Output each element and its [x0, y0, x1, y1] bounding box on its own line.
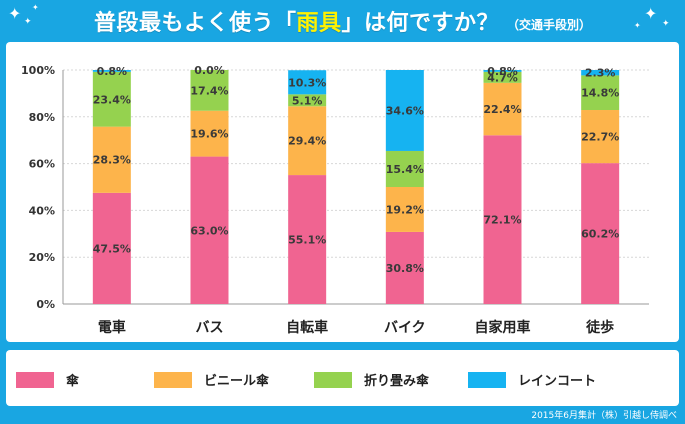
data-label: 15.4%: [386, 163, 424, 176]
chart-title: 普段最もよく使う「雨具」は何ですか？ （交通手段別）: [0, 0, 685, 42]
bar-segment: [190, 70, 229, 111]
legend-item-umbrella: 傘: [16, 370, 79, 389]
bar-segment: [385, 187, 424, 232]
data-label: 0.8%: [97, 65, 128, 78]
x-category-label: 自転車: [286, 319, 328, 336]
x-category-label: 電車: [98, 319, 126, 336]
bar-segment: [288, 94, 327, 107]
legend-swatch-umbrella: [16, 371, 54, 388]
y-tick-label: 80%: [29, 111, 55, 124]
x-category-label: バス: [196, 320, 224, 336]
bar-segment: [385, 70, 424, 151]
y-tick-label: 100%: [21, 64, 55, 77]
bar-segment: [581, 75, 620, 111]
sparkle-icon: ✦: [8, 4, 22, 23]
data-label: 19.2%: [386, 203, 424, 216]
chart-subtitle: （交通手段別）: [507, 17, 592, 32]
legend-item-vinyl-umbrella: ビニール傘: [154, 370, 269, 389]
title-keyword: 雨具: [296, 11, 342, 36]
legend-swatch-vinyl-umbrella: [154, 371, 192, 388]
legend-label-vinyl-umbrella: ビニール傘: [204, 374, 270, 389]
data-label: 47.5%: [93, 242, 131, 255]
title-bracket-close: 」: [341, 11, 365, 36]
bar-segment: [288, 106, 327, 176]
legend: 傘 ビニール傘 折り畳み傘 レインコート: [6, 350, 679, 406]
bar-segment: [288, 175, 327, 304]
x-category-label: 徒歩: [585, 319, 614, 336]
chart-panel: 0% 20% 40% 60% 80% 100% 47.5% 28.3% 23.4% 0.8% 電車 6…: [6, 42, 679, 342]
x-category-label: バイク: [384, 320, 426, 336]
y-tick-label: 20%: [29, 251, 55, 264]
data-label: 60.2%: [581, 228, 619, 241]
data-label: 19.6%: [190, 128, 228, 141]
bar-segment: [483, 135, 522, 304]
bar-segment: [190, 156, 229, 304]
data-label: 10.3%: [288, 76, 326, 89]
sparkle-icon: ✦: [32, 3, 39, 12]
title-prefix: 普段最もよく使う: [93, 11, 274, 36]
legend-label-raincoat: レインコート: [518, 374, 597, 389]
title-bracket-open: 「: [273, 11, 297, 36]
sparkle-icon: ✦: [634, 21, 641, 30]
data-label: 34.6%: [386, 104, 424, 117]
bar-segment: [190, 110, 229, 157]
data-label: 22.7%: [581, 131, 619, 144]
data-label: 0.8%: [487, 65, 518, 78]
y-tick-label: 40%: [29, 204, 55, 217]
sparkle-icon: ✦: [644, 4, 658, 23]
data-label: 72.1%: [483, 214, 521, 227]
data-label: 23.4%: [93, 93, 131, 106]
bar-segment: [581, 163, 620, 304]
bar-segment: [483, 82, 522, 136]
legend-swatch-raincoat: [468, 371, 506, 388]
bar-segment: [92, 192, 131, 304]
data-label: 63.0%: [190, 224, 228, 237]
x-category-label: 自家用車: [475, 319, 531, 336]
title-suffix: は何ですか？: [364, 11, 500, 36]
bar-segment: [581, 110, 620, 164]
legend-label-folding-umbrella: 折り畳み傘: [364, 374, 430, 389]
data-label: 4.7%: [487, 71, 518, 84]
data-label: 17.4%: [190, 84, 228, 97]
data-label: 30.8%: [386, 262, 424, 275]
legend-item-folding-umbrella: 折り畳み傘: [314, 370, 429, 389]
bar-segment: [92, 126, 131, 193]
data-label: 55.1%: [288, 234, 326, 247]
source-footnote: 2015年6月集計（株）引越し侍調べ: [531, 411, 677, 421]
data-label: 0.0%: [194, 64, 225, 77]
legend-swatch-folding-umbrella: [314, 371, 352, 388]
bar-segment: [483, 70, 522, 72]
bar-segment: [581, 70, 620, 76]
bar-segment: [92, 70, 131, 72]
data-label: 14.8%: [581, 87, 619, 100]
bar-segment: [92, 71, 131, 127]
bar-segment: [385, 231, 424, 304]
legend-item-raincoat: レインコート: [468, 370, 596, 389]
legend-label-umbrella: 傘: [66, 374, 80, 389]
y-tick-label: 0%: [36, 298, 55, 311]
data-label: 22.4%: [483, 103, 521, 116]
stacked-bar-chart: 0% 20% 40% 60% 80% 100% 47.5% 28.3% 23.4% 0.8% 電車 6…: [21, 64, 649, 336]
title-text: 普段最もよく使う「雨具」は何ですか？: [94, 5, 499, 37]
sparkle-icon: ✦: [662, 19, 670, 29]
data-label: 28.3%: [93, 154, 131, 167]
data-label: 2.3%: [585, 67, 616, 80]
data-label: 5.1%: [292, 94, 323, 107]
bar-segment: [483, 71, 522, 83]
data-label: 29.4%: [288, 135, 326, 148]
y-tick-label: 60%: [29, 158, 55, 171]
bar-segment: [288, 70, 327, 95]
bar-segment: [385, 150, 424, 187]
sparkle-icon: ✦: [24, 17, 32, 27]
